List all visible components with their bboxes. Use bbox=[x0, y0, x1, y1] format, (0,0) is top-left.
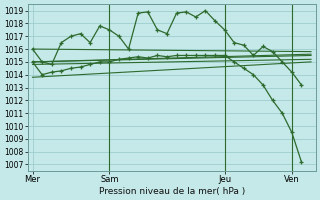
X-axis label: Pression niveau de la mer( hPa ): Pression niveau de la mer( hPa ) bbox=[99, 187, 245, 196]
